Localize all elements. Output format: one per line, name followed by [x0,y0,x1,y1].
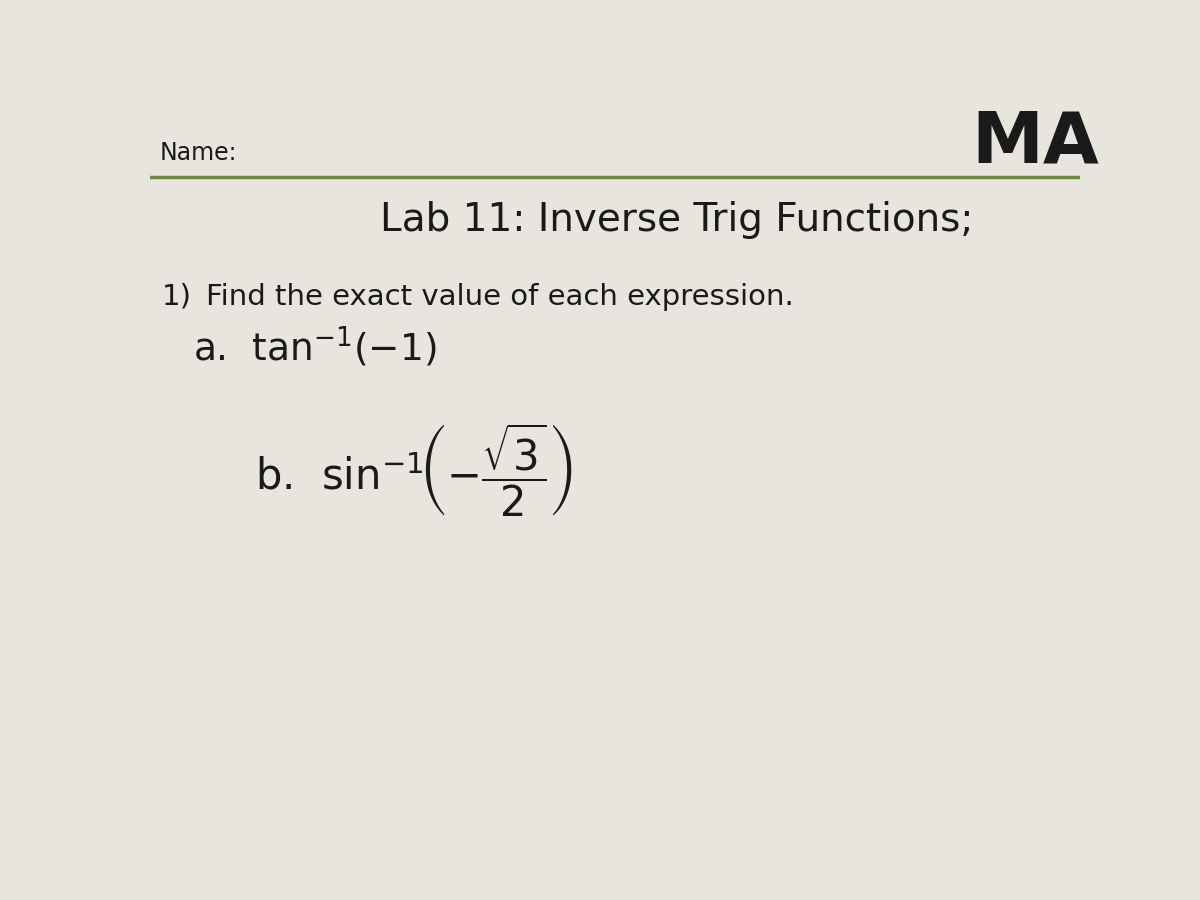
Text: Name:: Name: [160,140,236,165]
Text: MA: MA [972,108,1099,177]
Text: Lab 11: Inverse Trig Functions;: Lab 11: Inverse Trig Functions; [380,201,973,239]
Text: 1): 1) [162,283,192,310]
Text: b.  $\mathsf{sin^{-1}\!\left(-\dfrac{\sqrt{3}}{2}\right)}$: b. $\mathsf{sin^{-1}\!\left(-\dfrac{\sqr… [254,421,572,518]
Text: Find the exact value of each expression.: Find the exact value of each expression. [206,283,793,310]
Text: a.  $\mathsf{tan^{-1}(-1)}$: a. $\mathsf{tan^{-1}(-1)}$ [193,324,437,369]
